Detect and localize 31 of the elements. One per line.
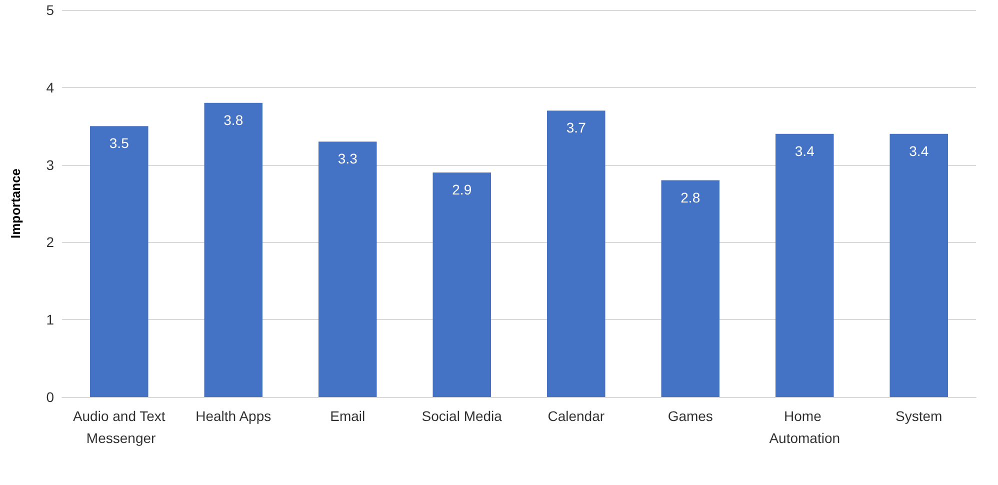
x-tick-label: Home Automation xyxy=(769,408,840,446)
data-label: 3.7 xyxy=(566,120,586,136)
data-label: 3.4 xyxy=(909,142,929,159)
y-tick-label: 2 xyxy=(46,234,54,250)
x-tick-label: Games xyxy=(668,408,713,424)
y-tick-label: 0 xyxy=(46,389,54,405)
x-tick-label: Audio and Text Messenger xyxy=(72,408,166,446)
x-tick-label: Calendar xyxy=(548,408,605,424)
bar xyxy=(775,134,834,397)
y-tick-label: 3 xyxy=(46,156,54,173)
bar xyxy=(432,172,492,397)
bar xyxy=(204,102,263,397)
data-label: 2.8 xyxy=(680,189,700,206)
y-axis-title: Importance xyxy=(8,168,23,239)
bar xyxy=(546,110,606,397)
bar xyxy=(890,134,948,397)
data-label: 3.5 xyxy=(109,135,130,152)
data-label: 2.9 xyxy=(452,182,472,198)
y-tick-label: 1 xyxy=(46,312,54,328)
x-tick-label: Health Apps xyxy=(196,408,272,424)
x-tick-label: Social Media xyxy=(422,408,502,424)
data-label: 3.8 xyxy=(224,112,244,128)
bar xyxy=(318,142,377,397)
bar xyxy=(661,180,720,397)
data-label: 3.3 xyxy=(338,150,358,167)
y-tick-label: 4 xyxy=(46,79,54,96)
y-tick-label: 5 xyxy=(46,2,54,18)
data-label: 3.4 xyxy=(794,142,815,159)
x-tick-label: System xyxy=(896,408,942,424)
x-tick-label: Email xyxy=(330,408,366,424)
bar xyxy=(90,126,148,397)
